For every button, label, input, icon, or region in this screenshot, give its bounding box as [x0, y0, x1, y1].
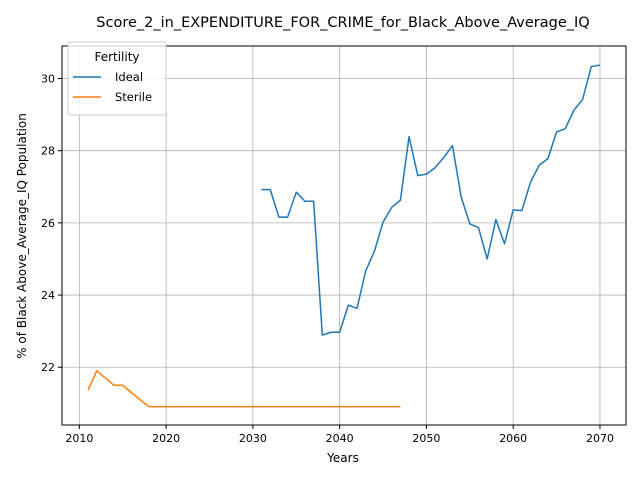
plot-frame [61, 45, 627, 426]
x-axis-ticks: 2010 2020 2030 2040 2050 2060 2070 [65, 425, 614, 445]
x-axis-label: Years [326, 451, 359, 465]
series-line-sterile [87, 370, 401, 408]
legend-label-ideal: Ideal [115, 70, 143, 84]
y-tick-label: 30 [41, 72, 55, 85]
x-tick-label: 2010 [65, 432, 93, 445]
y-axis-ticks: 22 24 26 28 30 [41, 72, 62, 374]
legend-label-sterile: Sterile [115, 90, 152, 104]
y-axis-label: % of Black Above_Average_IQ Population [15, 113, 29, 359]
legend: Fertility Ideal Sterile [67, 41, 167, 116]
legend-title: Fertility [94, 50, 139, 64]
x-tick-label: 2040 [326, 432, 354, 445]
chart-title: Score_2_in_EXPENDITURE_FOR_CRIME_for_Bla… [96, 15, 589, 31]
x-tick-label: 2070 [586, 432, 614, 445]
x-tick-label: 2060 [499, 432, 527, 445]
x-tick-label: 2050 [412, 432, 440, 445]
legend-entries: Ideal Sterile [73, 70, 152, 104]
y-tick-label: 28 [41, 145, 55, 158]
y-tick-label: 26 [41, 217, 55, 230]
y-tick-label: 24 [41, 289, 55, 302]
x-tick-label: 2020 [152, 432, 180, 445]
series-layer [87, 64, 601, 408]
y-tick-label: 22 [41, 361, 55, 374]
series-line-ideal [261, 64, 601, 336]
grid-lines [62, 46, 626, 425]
x-tick-label: 2030 [239, 432, 267, 445]
